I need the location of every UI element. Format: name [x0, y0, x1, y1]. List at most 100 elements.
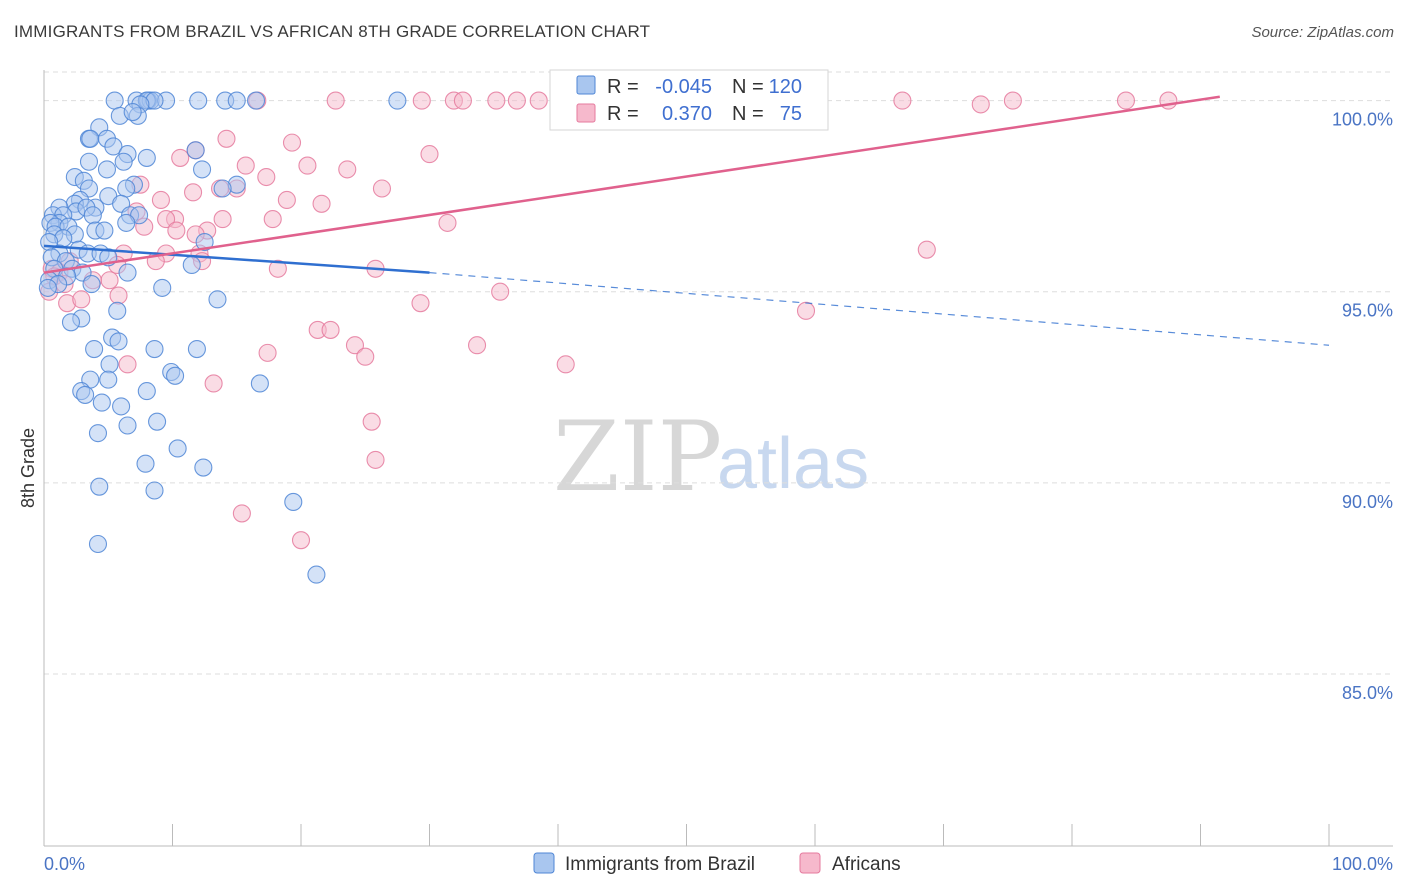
series-brazil [38, 91, 407, 584]
x-tick-label-min: 0.0% [44, 854, 85, 874]
data-point-brazil [195, 232, 214, 252]
watermark-atlas: atlas [717, 424, 869, 504]
stats-n-label-brazil: N = [732, 76, 764, 98]
data-point-africans [118, 355, 137, 374]
data-point-africans [263, 210, 282, 229]
stats-swatch-africans [576, 103, 596, 123]
data-point-brazil [81, 129, 100, 148]
data-point-africans [298, 156, 317, 175]
data-point-brazil [90, 477, 109, 496]
data-point-africans [438, 213, 457, 232]
data-point-brazil [148, 412, 167, 431]
y-tick-label: 90.0% [1342, 492, 1393, 512]
trend-lines [43, 95, 1330, 346]
stats-swatch-brazil [576, 75, 596, 95]
data-point-brazil [118, 416, 137, 435]
trend-line-africans [43, 95, 1220, 274]
data-point-africans [291, 531, 311, 550]
data-point-brazil [92, 393, 111, 412]
data-point-africans [556, 355, 575, 374]
trend-line-brazil [43, 244, 430, 274]
data-point-brazil [213, 179, 232, 198]
data-point-brazil [97, 160, 117, 179]
data-point-brazil [189, 91, 208, 110]
data-point-brazil [136, 454, 155, 473]
data-point-africans [184, 183, 203, 202]
bottom-legend: Immigrants from Brazil Africans [533, 852, 901, 875]
data-point-brazil [187, 340, 206, 359]
data-point-africans [507, 91, 526, 110]
data-point-brazil [194, 458, 213, 477]
axes [43, 70, 1393, 847]
data-point-brazil [117, 179, 136, 198]
data-point-brazil [193, 160, 212, 179]
data-point-africans [167, 221, 186, 240]
data-point-africans [213, 210, 232, 229]
stats-r-label-brazil: R = [607, 76, 639, 98]
data-point-africans [171, 148, 190, 167]
data-point-africans [412, 91, 431, 110]
legend-label-africans: Africans [832, 854, 901, 875]
data-point-brazil [88, 424, 108, 443]
data-point-africans [356, 347, 375, 366]
legend-swatch-africans [799, 852, 821, 874]
data-point-africans [411, 294, 430, 313]
data-point-brazil [227, 91, 246, 110]
y-tick-label: 95.0% [1342, 301, 1393, 321]
data-point-africans [338, 160, 357, 179]
data-point-brazil [117, 213, 136, 232]
data-point-africans [326, 91, 345, 110]
data-point-africans [72, 290, 91, 309]
data-point-africans [420, 145, 439, 164]
y-axis-label: 8th Grade [18, 428, 38, 508]
data-point-africans [217, 129, 236, 148]
y-tick-label: 85.0% [1342, 683, 1393, 703]
data-point-brazil [95, 221, 114, 240]
data-point-brazil [61, 313, 81, 332]
data-point-brazil [137, 148, 156, 167]
data-point-brazil [250, 374, 269, 393]
stats-legend-box [549, 69, 829, 131]
data-point-africans [372, 179, 392, 198]
data-point-brazil [82, 275, 101, 294]
data-point-africans [258, 343, 277, 362]
data-point-brazil [246, 91, 266, 110]
data-point-brazil [83, 206, 102, 225]
data-point-brazil [104, 137, 123, 156]
stats-legend: R = -0.045 N = 120 R = 0.370 N = 75 [549, 69, 829, 131]
data-point-africans [257, 167, 276, 187]
data-point-africans [236, 156, 255, 175]
stats-n-label-africans: N = [732, 103, 764, 125]
stats-r-label-africans: R = [607, 103, 639, 125]
data-point-africans [971, 95, 990, 114]
stats-r-value-brazil: -0.045 [655, 76, 712, 98]
stats-n-value-africans: 75 [780, 103, 802, 125]
data-point-africans [282, 133, 302, 152]
data-point-brazil [38, 278, 57, 297]
data-point-brazil [99, 370, 118, 389]
y-tick-labels: 85.0% 90.0% 95.0% 100.0% [1332, 110, 1393, 703]
data-point-africans [796, 301, 816, 320]
data-point-brazil [284, 492, 303, 512]
data-point-africans [277, 190, 296, 210]
watermark: ZIP atlas [553, 401, 869, 513]
data-point-brazil [137, 382, 156, 401]
data-point-brazil [76, 385, 95, 404]
data-point-brazil [145, 340, 164, 359]
data-point-brazil [112, 397, 131, 416]
data-point-africans [204, 374, 223, 393]
data-point-africans [100, 271, 119, 290]
data-point-africans [345, 336, 365, 355]
data-point-africans [453, 91, 472, 110]
data-point-brazil [166, 366, 185, 385]
data-point-brazil [85, 340, 104, 359]
data-point-brazil [79, 152, 99, 171]
data-point-africans [467, 336, 487, 355]
data-point-brazil [88, 534, 108, 554]
data-point-africans [1003, 91, 1022, 110]
data-point-brazil [118, 263, 137, 282]
data-point-brazil [109, 332, 128, 351]
data-point-brazil [100, 355, 119, 374]
legend-swatch-brazil [533, 852, 555, 874]
data-point-brazil [186, 141, 205, 160]
